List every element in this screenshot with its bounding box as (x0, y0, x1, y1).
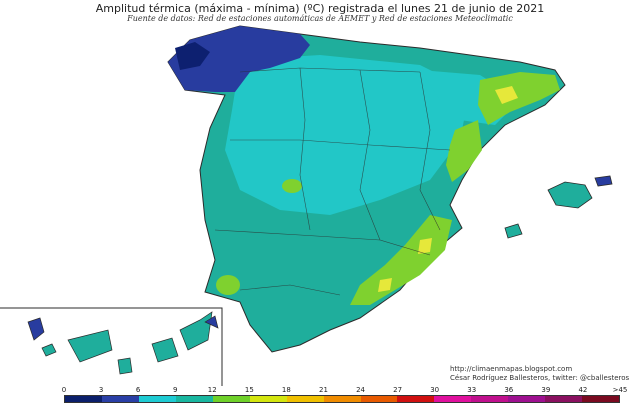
central-plateau-region (225, 55, 470, 215)
color-scale-swatch (434, 396, 472, 402)
map-subtitle: Fuente de datos: Red de estaciones autom… (127, 14, 513, 23)
color-scale-tick: 15 (244, 386, 254, 394)
color-scale-swatch (471, 396, 509, 402)
menorca (594, 175, 613, 187)
color-scale-swatch (582, 396, 620, 402)
color-scale-swatch (360, 396, 398, 402)
color-scale-tick: 9 (172, 386, 178, 394)
color-scale-tick: 33 (467, 386, 477, 394)
southwest-warm-spot (216, 275, 240, 295)
canary-islands (27, 311, 219, 375)
color-scale-tick: >45 (612, 386, 628, 394)
color-scale-bar (64, 395, 620, 403)
catalonia-yellow-spots (495, 86, 518, 104)
color-scale-tick: 42 (578, 386, 588, 394)
color-scale-swatch (249, 396, 287, 402)
color-scale-tick: 21 (318, 386, 328, 394)
ibiza (504, 223, 523, 239)
color-scale-swatch (101, 396, 139, 402)
region-borders (214, 67, 451, 296)
color-scale-tick: 6 (135, 386, 141, 394)
color-scale: 0 3 6 9 12 15 18 21 24 27 30 33 36 39 42 >45 (0, 386, 640, 406)
color-scale-tick: 24 (356, 386, 365, 394)
color-scale-swatch (545, 396, 583, 402)
color-scale-swatch (508, 396, 546, 402)
catalonia-warm-area (478, 72, 560, 125)
color-scale-tick: 12 (207, 386, 217, 394)
credits-author: César Rodríguez Ballesteros, twitter: @c… (450, 374, 630, 382)
color-scale-tick: 18 (281, 386, 291, 394)
color-scale-tick: 0 (61, 386, 67, 394)
color-scale-swatch (212, 396, 250, 402)
balearic-islands (547, 181, 593, 209)
map-credits: http://climaenmapas.blogspot.com César R… (450, 365, 629, 383)
color-scale-swatch (65, 396, 102, 402)
color-scale-tick: 39 (541, 386, 551, 394)
madrid-warm-spot (282, 179, 302, 193)
map-title: Amplitud térmica (máxima - mínima) (ºC) … (95, 2, 545, 15)
spain-map (0, 25, 613, 386)
valencia-warm-area (446, 120, 482, 182)
color-scale-swatch (397, 396, 435, 402)
color-scale-tick: 36 (504, 386, 514, 394)
color-scale-tick: 30 (430, 386, 440, 394)
credits-url[interactable]: http://climaenmapas.blogspot.com (450, 365, 573, 373)
color-scale-swatch (175, 396, 213, 402)
southeast-warm-strip (350, 215, 452, 305)
color-scale-tick: 3 (98, 386, 104, 394)
canary-inset-border (0, 307, 223, 386)
galicia-region (168, 26, 310, 92)
color-scale-tick: 27 (393, 386, 403, 394)
color-scale-swatch (286, 396, 324, 402)
color-scale-swatch (323, 396, 361, 402)
galicia-coast (175, 42, 210, 70)
color-scale-swatch (138, 396, 176, 402)
